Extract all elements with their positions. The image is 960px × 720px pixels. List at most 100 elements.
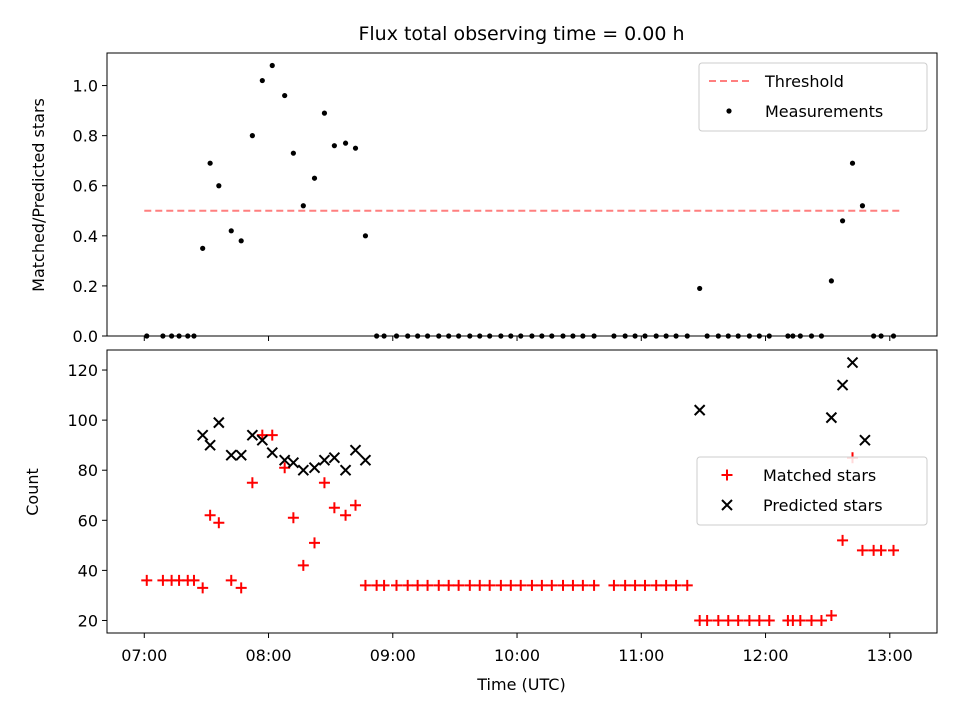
matched-star-marker — [188, 574, 200, 586]
predicted-star-marker — [225, 449, 237, 461]
predicted-star-marker — [266, 446, 278, 459]
measurement-point — [300, 203, 306, 209]
matched-star-marker — [608, 579, 620, 591]
matched-star-marker — [359, 579, 371, 591]
bottom-y-tick-label: 80 — [78, 461, 98, 480]
x-tick-label: 13:00 — [867, 646, 913, 665]
matched-star-marker — [875, 544, 887, 556]
matched-star-marker — [391, 579, 403, 591]
predicted-star-marker — [246, 429, 259, 441]
predicted-star-marker — [287, 456, 300, 469]
measurement-point — [216, 183, 222, 189]
measurement-point — [697, 285, 703, 292]
bottom-y-tick-label: 20 — [78, 611, 98, 630]
matched-star-marker — [318, 477, 330, 489]
predicted-star-marker — [836, 379, 849, 391]
matched-star-marker — [712, 614, 724, 626]
matched-star-marker — [806, 614, 818, 626]
matched-star-marker — [753, 614, 765, 626]
matched-star-marker — [402, 579, 414, 591]
measurement-point — [269, 62, 275, 69]
predicted-star-marker — [349, 444, 362, 456]
legend-entry-label: Matched stars — [763, 466, 876, 485]
matched-star-marker — [213, 517, 225, 529]
matched-star-marker — [743, 614, 755, 626]
predicted-star-marker — [256, 434, 269, 446]
bottom-panel: 20 40 60 80 100 120 07:00 08:00 09:00 10:00 11:00 1… — [23, 349, 938, 694]
measurement-point — [321, 110, 328, 116]
matched-star-marker — [515, 579, 527, 591]
x-tick-label: 11:00 — [618, 646, 664, 665]
matched-star-marker — [856, 544, 868, 556]
matched-star-marker — [433, 579, 445, 591]
x-tick-label: 08:00 — [245, 646, 291, 665]
measurement-point — [207, 160, 213, 166]
measurement-point — [352, 145, 359, 151]
top-y-axis-label: Matched/Predicted stars — [29, 98, 48, 292]
x-tick-label: 10:00 — [494, 646, 540, 665]
measurement-point — [238, 238, 244, 244]
matched-star-marker — [197, 582, 209, 594]
matched-star-marker — [328, 502, 340, 514]
measurement-point — [859, 203, 866, 209]
predicted-star-marker — [859, 434, 871, 446]
top-y-tick-label: 1.0 — [73, 77, 98, 96]
measurement-point — [228, 228, 234, 234]
measurement-point — [282, 92, 288, 99]
matched-star-marker — [309, 537, 320, 549]
measurement-point — [828, 278, 834, 284]
matched-star-marker — [378, 579, 390, 591]
predicted-star-marker — [846, 356, 859, 369]
matched-star-marker — [546, 579, 558, 591]
top-y-tick-label: 0.6 — [73, 177, 98, 196]
matched-star-marker — [837, 534, 849, 546]
matched-star-marker — [639, 579, 651, 591]
matched-star-marker — [484, 579, 496, 591]
matched-star-marker — [495, 579, 507, 591]
matched-star-marker — [350, 499, 362, 511]
x-tick-label: 07:00 — [121, 646, 167, 665]
measurement-point — [290, 150, 296, 156]
matched-star-marker — [246, 477, 258, 489]
matched-star-marker — [732, 614, 744, 626]
matched-star-marker — [474, 579, 486, 591]
matched-star-marker — [722, 614, 734, 626]
top-panel: Flux total observing time = 0.00 h 0.00.… — [29, 23, 938, 346]
legend-entry-label: Threshold — [764, 72, 844, 91]
predicted-star-marker — [318, 454, 331, 466]
legend-entry-label: Measurements — [765, 102, 883, 121]
matched-star-marker — [577, 579, 589, 591]
bottom-y-tick-label: 40 — [78, 561, 98, 580]
matched-star-marker — [567, 579, 579, 591]
matched-star-marker — [794, 614, 806, 626]
predicted-star-marker — [339, 464, 352, 476]
matched-star-marker — [650, 579, 662, 591]
legend-matched-swatch — [721, 469, 733, 481]
matched-star-marker — [815, 614, 827, 626]
matched-star-marker — [279, 462, 291, 474]
matched-star-marker — [629, 579, 641, 591]
measurement-point — [839, 218, 846, 224]
x-axis-label: Time (UTC) — [476, 675, 565, 694]
matched-star-marker — [235, 582, 247, 594]
predicted-star-marker — [204, 439, 216, 451]
predicted-star-marker — [235, 449, 247, 461]
matched-star-marker — [412, 579, 424, 591]
matched-star-marker — [443, 579, 455, 591]
matched-star-marker — [204, 509, 216, 521]
legend-entry-label: Predicted stars — [763, 496, 883, 515]
matched-star-marker — [422, 579, 434, 591]
predicted-star-marker — [825, 411, 838, 424]
bottom-plot-area: 20 40 60 80 100 120 07:00 08:00 09:00 10:00 11:00 1… — [67, 349, 938, 665]
matched-star-marker — [453, 579, 465, 591]
top-plot-area: 0.0 0.2 0.4 0.6 0.8 1.0 Threshold Measurements — [73, 52, 938, 346]
top-axes-frame — [106, 52, 938, 337]
matched-star-marker — [464, 579, 476, 591]
legend-predicted-swatch — [721, 499, 733, 511]
top-y-tick-label: 0.4 — [73, 227, 98, 246]
top-y-tick-label: 0.8 — [73, 127, 98, 146]
predicted-star-marker — [308, 462, 321, 474]
predicted-star-marker — [328, 451, 341, 464]
predicted-star-marker — [196, 429, 209, 441]
predicted-star-marker — [213, 416, 225, 429]
